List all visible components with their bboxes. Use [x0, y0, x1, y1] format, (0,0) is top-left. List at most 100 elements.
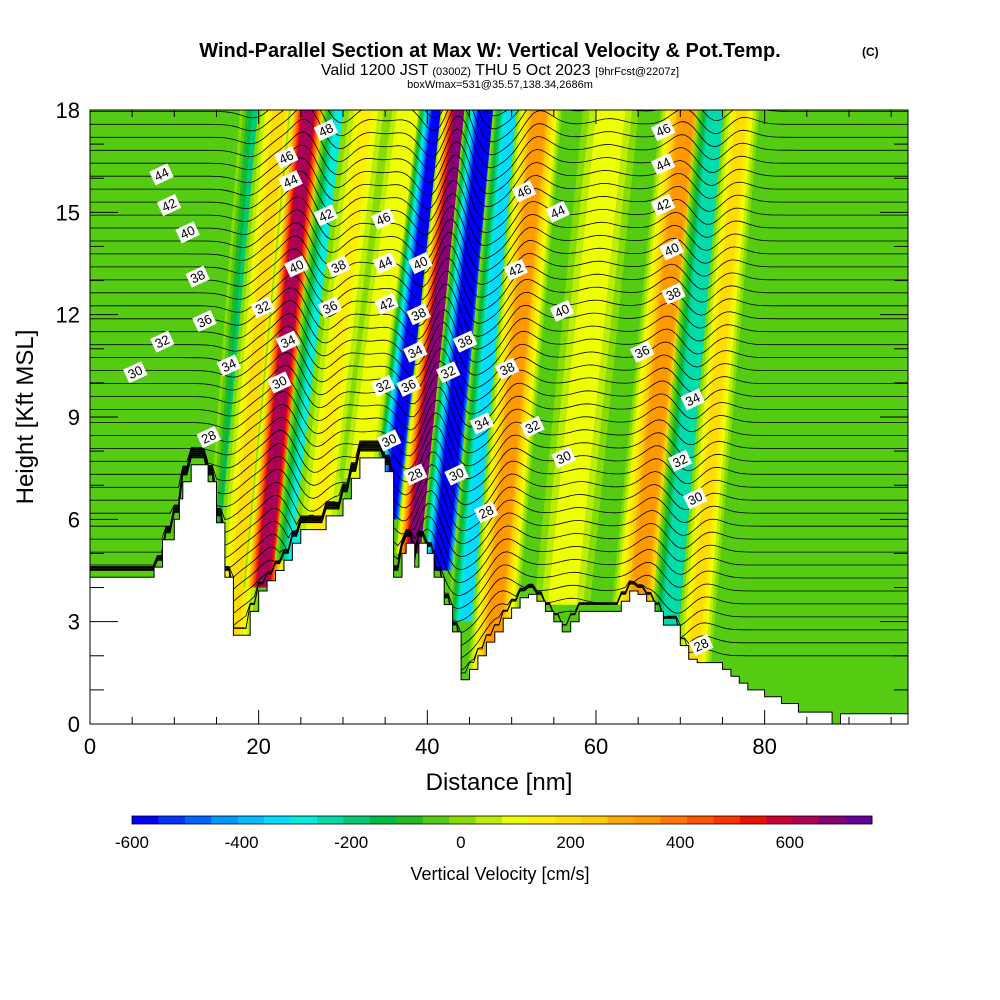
- colorbar-swatch: [290, 816, 318, 824]
- contour-label-bg: [661, 282, 686, 305]
- colorbar-swatch: [607, 816, 635, 824]
- contour-label-bg: [551, 446, 576, 469]
- y-tick-label: 9: [68, 405, 80, 430]
- theta-contour-line: [90, 170, 908, 234]
- contour-label-text: 34: [278, 332, 297, 352]
- colorbar-tick-label: -400: [225, 833, 259, 852]
- velocity-band-level: [408, 110, 467, 554]
- theta-contour-line: [90, 235, 908, 298]
- contour-label-bg: [313, 119, 339, 142]
- contour-label: 38: [406, 303, 431, 326]
- contour-label: 46: [371, 207, 396, 230]
- contour-label: 48: [313, 119, 339, 142]
- contour-label: 36: [317, 296, 343, 319]
- colorbar-swatch: [449, 816, 477, 824]
- contour-label-text: 40: [411, 253, 430, 273]
- colorbar-swatch: [158, 816, 186, 824]
- theta-contour-line: [90, 118, 908, 182]
- theta-contour-line: [90, 313, 908, 376]
- colorbar-swatch: [264, 816, 292, 824]
- velocity-band-level: [227, 110, 286, 636]
- x-tick-label: 40: [415, 734, 439, 759]
- contour-label: 38: [452, 330, 478, 353]
- theta-contour-line: [485, 110, 508, 117]
- theta-contour-line: [90, 429, 908, 493]
- theta-contours: [90, 110, 908, 674]
- box-wmax-line: boxWmax=531@35.57,138.34,2686m: [407, 79, 593, 91]
- contour-label: 40: [659, 238, 684, 261]
- colorbar-swatch: [687, 816, 714, 824]
- x-tick-label: 0: [84, 734, 96, 759]
- velocity-band-level: [483, 110, 546, 673]
- theta-contour-line: [90, 441, 908, 519]
- theta-contour-line: [90, 248, 908, 311]
- contour-label-bg: [406, 303, 431, 326]
- contour-label-bg: [374, 292, 399, 315]
- contour-label: 34: [216, 354, 242, 377]
- contour-label-bg: [650, 153, 676, 176]
- contour-label: 42: [503, 258, 528, 281]
- contour-label-bg: [650, 194, 676, 217]
- theta-contour-line: [90, 444, 908, 571]
- contour-label: 36: [396, 374, 421, 397]
- contour-label-text: 44: [152, 164, 171, 184]
- theta-contour-line: [90, 404, 908, 467]
- contour-label-text: 42: [506, 260, 525, 280]
- contour-label: 28: [196, 426, 221, 449]
- contour-label-text: 30: [447, 465, 466, 485]
- contour-label: 28: [473, 501, 499, 524]
- contour-label-text: 46: [374, 209, 393, 229]
- contour-label-text: 28: [691, 635, 710, 655]
- terrain-mask: [89, 457, 909, 725]
- contour-label-text: 32: [374, 376, 393, 396]
- contour-label-text: 32: [153, 332, 172, 352]
- contour-label-text: 34: [219, 355, 238, 375]
- contour-label-bg: [403, 340, 428, 363]
- colorbar-swatch: [766, 816, 794, 824]
- theta-contour-line: [90, 445, 908, 596]
- velocity-band-level: [554, 110, 619, 605]
- chart-title: Wind-Parallel Section at Max W: Vertical…: [199, 40, 780, 62]
- contour-label-text: 48: [316, 120, 335, 140]
- contour-label: 40: [408, 252, 433, 275]
- contour-label: 38: [326, 255, 351, 278]
- contour-label-text: 38: [188, 267, 207, 287]
- theta-contour-line: [90, 377, 908, 441]
- contour-label-bg: [150, 330, 175, 353]
- contour-label-bg: [444, 463, 469, 486]
- colorbar-swatch: [845, 816, 873, 824]
- theta-contour-line: [90, 352, 908, 415]
- contour-label: 44: [149, 163, 174, 186]
- contour-label-bg: [683, 487, 708, 510]
- colorbar-swatch: [422, 816, 450, 824]
- colorbar-swatch: [502, 816, 529, 824]
- copyright-mark: (C): [862, 45, 879, 59]
- contour-label: 34: [403, 340, 428, 363]
- contour-label-bg: [403, 463, 428, 486]
- contour-label: 30: [444, 463, 469, 486]
- contour-label-bg: [196, 426, 221, 449]
- theta-contour-line: [90, 365, 908, 428]
- theta-contour-line: [90, 448, 908, 647]
- contour-label-text: 36: [399, 376, 418, 396]
- contour-label-bg: [469, 412, 495, 435]
- contour-label-text: 40: [662, 240, 681, 260]
- contour-label-bg: [545, 200, 571, 223]
- theta-contour-line: [90, 183, 908, 246]
- contour-label-bg: [520, 415, 545, 438]
- theta-contour-line: [90, 222, 908, 285]
- contour-label: 42: [156, 194, 182, 217]
- colorbar-swatch: [581, 816, 609, 824]
- contour-label: 40: [284, 255, 309, 278]
- contour-label: 42: [374, 292, 399, 315]
- contour-label-bg: [511, 180, 537, 203]
- colorbar-swatch: [528, 816, 556, 824]
- x-tick-label: 20: [246, 734, 270, 759]
- contour-label-text: 40: [287, 257, 306, 277]
- contour-label-bg: [435, 361, 461, 384]
- colorbar-swatch: [317, 816, 344, 824]
- theta-contour-line: [90, 196, 908, 259]
